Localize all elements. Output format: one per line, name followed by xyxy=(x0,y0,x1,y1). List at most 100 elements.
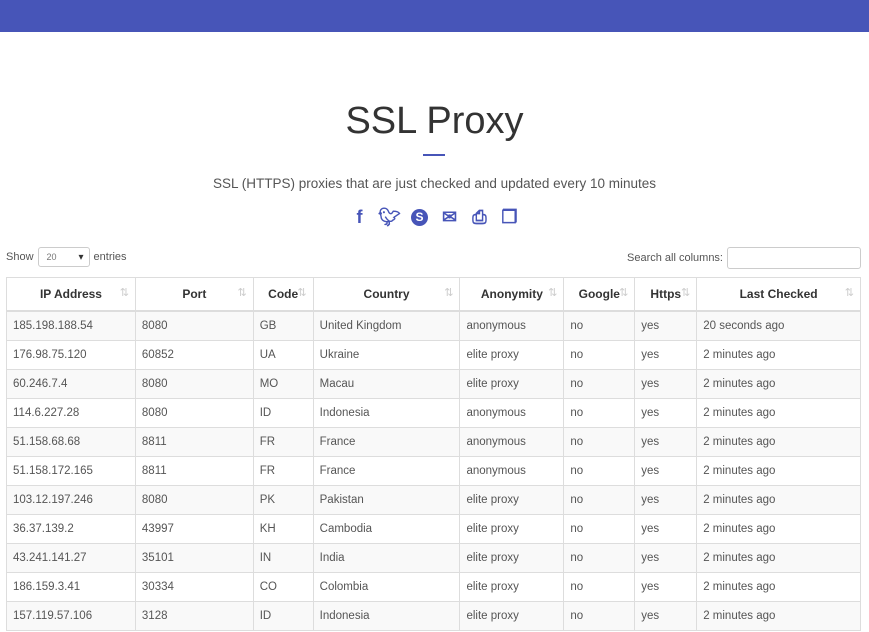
column-label: IP Address xyxy=(39,287,102,301)
table-cell: India xyxy=(312,543,461,573)
column-header[interactable]: Last Checked ⇅ xyxy=(696,277,861,312)
column-header[interactable]: IP Address ⇅ xyxy=(6,277,136,312)
table-cell: 8811 xyxy=(134,427,254,457)
table-cell: 114.6.227.28 xyxy=(6,398,136,428)
table-cell: yes xyxy=(634,572,698,602)
sort-icon[interactable]: ⇅ xyxy=(237,287,247,299)
table-cell: 3128 xyxy=(134,601,254,631)
table-cell: Cambodia xyxy=(312,514,461,544)
table-cell: no xyxy=(563,485,636,515)
table-cell: PK xyxy=(252,485,314,515)
table-cell: no xyxy=(563,310,636,341)
table-cell: 103.12.197.246 xyxy=(6,485,136,515)
table-cell: 43.241.141.27 xyxy=(6,543,136,573)
page-subtitle: SSL (HTTPS) proxies that are just checke… xyxy=(213,176,656,191)
table-cell: elite proxy xyxy=(459,543,565,573)
table-cell: 51.158.68.68 xyxy=(6,427,136,457)
table-cell: 8080 xyxy=(134,310,254,341)
sort-icon[interactable]: ⇅ xyxy=(680,287,691,299)
column-label: Last Checked xyxy=(739,287,818,301)
sort-icon[interactable]: ⇅ xyxy=(844,287,854,299)
sort-icon[interactable]: ⇅ xyxy=(619,287,629,299)
table-cell: FR xyxy=(252,456,314,486)
table-cell: 2 minutes ago xyxy=(696,514,861,544)
table-cell: United Kingdom xyxy=(312,310,461,341)
table-cell: UA xyxy=(252,340,314,370)
column-header[interactable]: Https ⇅ xyxy=(634,277,698,312)
table-cell: no xyxy=(563,601,636,631)
twitter-icon[interactable]: 🐦︎ xyxy=(378,206,401,227)
table-cell: elite proxy xyxy=(459,601,565,631)
table-cell: anonymous xyxy=(459,456,565,486)
table-cell: 2 minutes ago xyxy=(696,485,861,515)
table-cell: 2 minutes ago xyxy=(696,456,861,486)
table-cell: elite proxy xyxy=(459,340,565,370)
table-cell: 20 seconds ago xyxy=(696,310,861,341)
table-cell: no xyxy=(563,543,636,573)
chevron-down-icon: ▾ xyxy=(78,251,84,263)
table-cell: elite proxy xyxy=(459,369,565,399)
column-label: Anonymity xyxy=(480,287,543,301)
entries-control: Show 20 ▾ entries xyxy=(6,247,127,267)
table-cell: yes xyxy=(634,485,698,515)
table-cell: 185.198.188.54 xyxy=(6,310,136,341)
table-cell: no xyxy=(563,369,636,399)
column-label: Code xyxy=(268,287,299,301)
table-cell: yes xyxy=(634,456,698,486)
table-cell: 2 minutes ago xyxy=(696,572,861,602)
column-header[interactable]: Anonymity ⇅ xyxy=(459,277,565,312)
table-cell: no xyxy=(563,340,636,370)
table-cell: Indonesia xyxy=(312,601,461,631)
table-cell: IN xyxy=(252,543,314,573)
email-icon[interactable]: ✉ xyxy=(441,206,458,227)
entries-value: 20 xyxy=(46,252,57,262)
table-row: 176.98.75.120 60852 UA Ukraine elite proxy no… xyxy=(6,340,861,370)
table-cell: 2 minutes ago xyxy=(696,427,861,457)
table-cell: 186.159.3.41 xyxy=(6,572,136,602)
column-header[interactable]: Code ⇅ xyxy=(252,277,314,312)
show-label: Show xyxy=(6,251,34,263)
table-cell: anonymous xyxy=(459,427,565,457)
table-cell: no xyxy=(563,427,636,457)
table-row: 43.241.141.27 35101 IN India elite proxy no ye… xyxy=(6,543,861,573)
table-cell: 35101 xyxy=(134,543,254,573)
share-icons: f 🐦︎ S ✉ ⎙ ❐ xyxy=(0,206,869,228)
sort-icon[interactable]: ⇅ xyxy=(119,287,129,299)
table-row: 157.119.57.106 3128 ID Indonesia elite proxy… xyxy=(6,601,861,631)
table-cell: 30334 xyxy=(134,572,254,602)
search-label: Search all columns: xyxy=(627,252,723,264)
column-label: Country xyxy=(363,287,410,301)
table-cell: 8080 xyxy=(134,485,254,515)
sort-icon[interactable]: ⇅ xyxy=(297,287,307,299)
column-header[interactable]: Country ⇅ xyxy=(312,277,461,312)
table-cell: ID xyxy=(252,398,314,428)
table-cell: 43997 xyxy=(134,514,254,544)
entries-select[interactable]: 20 ▾ xyxy=(37,247,90,267)
table-cell: 2 minutes ago xyxy=(696,601,861,631)
table-cell: CO xyxy=(252,572,314,602)
search-input[interactable] xyxy=(727,247,861,269)
table-cell: 176.98.75.120 xyxy=(6,340,136,370)
sort-icon[interactable]: ⇅ xyxy=(548,287,558,299)
table-cell: ID xyxy=(252,601,314,631)
sort-icon[interactable]: ⇅ xyxy=(444,287,454,299)
table-cell: yes xyxy=(634,310,698,341)
table-cell: 36.37.139.2 xyxy=(6,514,136,544)
facebook-icon[interactable]: f xyxy=(356,206,363,227)
print-icon[interactable]: ⎙ xyxy=(472,206,487,227)
skype-icon[interactable]: S xyxy=(409,206,431,228)
table-row: 36.37.139.2 43997 KH Cambodia elite proxy no y… xyxy=(6,514,861,544)
table-cell: 51.158.172.165 xyxy=(6,456,136,486)
title-divider xyxy=(423,154,445,156)
column-header[interactable]: Google ⇅ xyxy=(563,277,636,312)
table-cell: GB xyxy=(252,310,314,341)
table-cell: KH xyxy=(252,514,314,544)
column-label: Https xyxy=(650,287,682,301)
column-label: Google xyxy=(578,287,620,301)
copy-icon[interactable]: ❐ xyxy=(501,206,518,227)
column-header[interactable]: Port ⇅ xyxy=(134,277,254,312)
table-cell: yes xyxy=(634,543,698,573)
table-cell: elite proxy xyxy=(459,485,565,515)
table-cell: France xyxy=(312,456,461,486)
search-control: Search all columns: xyxy=(627,247,861,269)
